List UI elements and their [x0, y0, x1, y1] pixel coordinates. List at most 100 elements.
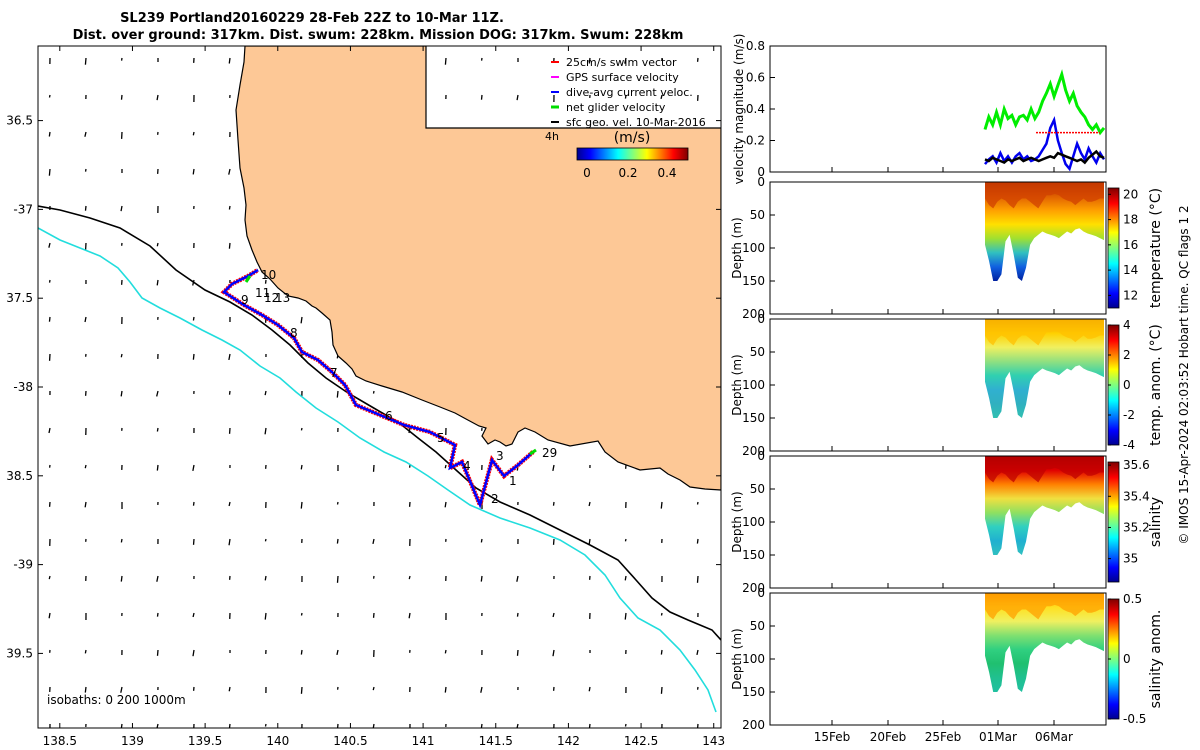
isobath-1000m: [38, 227, 717, 713]
geo-velocity-arrow: [300, 464, 303, 470]
y-tick-label: 37.5: [6, 291, 33, 305]
geo-velocity-arrow: [156, 464, 159, 471]
geo-velocity-arrow: [120, 353, 123, 358]
legend-label-swim: 25cm/s swim vector: [566, 56, 677, 69]
colorbar-tick-label: 14: [1123, 263, 1138, 277]
net-velocity-marker: [244, 275, 252, 283]
geo-velocity-arrow: [264, 612, 267, 620]
velocity-axes: [769, 45, 1107, 173]
geo-velocity-arrow: [660, 501, 663, 509]
waypoint-label: 11: [255, 286, 270, 300]
depth-ylabel: Depth (m): [730, 354, 744, 415]
colorbar-label: salinity: [1148, 497, 1164, 547]
geo-velocity-arrow: [336, 575, 339, 583]
geo-velocity-arrow: [300, 501, 303, 509]
geo-velocity-arrow: [84, 316, 87, 323]
velocity-y-label: 0.8: [746, 39, 765, 53]
geo-velocity-arrow: [192, 649, 195, 657]
velocity-y-axis: 0 0.2 0.4 0.6 0.8: [746, 39, 1055, 179]
depth-tick-label: 200: [742, 581, 765, 595]
velocity-y-label: 0.6: [746, 71, 765, 85]
geo-velocity-arrow: [480, 538, 483, 543]
depth-tick-label: 100: [742, 241, 765, 255]
geo-velocity-arrow: [588, 686, 591, 692]
geo-velocity-arrow: [588, 723, 591, 728]
geo-velocity-arrow: [228, 686, 231, 692]
geo-velocity-arrow: [264, 427, 267, 435]
geo-velocity-arrow: [444, 57, 447, 65]
colorbar-tick-label: 35.2: [1123, 520, 1150, 534]
depth-tick-label: 200: [742, 307, 765, 321]
geo-velocity-arrow: [480, 575, 483, 582]
colorbar-tick-label: 35: [1123, 552, 1138, 566]
section-panel: 0 50 100 150 200 Depth (m) 20 18 16 14 12 temperatu…: [730, 175, 1164, 321]
geo-velocity-arrow: [120, 538, 123, 543]
depth-tick-label: 50: [750, 208, 765, 222]
geo-velocity-arrow: [624, 575, 627, 581]
colorbar-units: (m/s): [614, 130, 651, 146]
legend-label-net: net glider velocity: [566, 101, 666, 114]
geo-velocity-arrow: [624, 57, 627, 64]
waypoint-label: 3: [496, 449, 504, 463]
geo-velocity-arrow: [516, 723, 519, 728]
geo-velocity-arrow: [228, 242, 231, 249]
net-velocity-marker: [529, 448, 537, 456]
x-tick-label: 140.5: [333, 734, 367, 748]
geo-velocity-arrow: [228, 57, 231, 64]
geo-velocity-arrow: [336, 390, 339, 398]
depth-tick-label: 150: [742, 548, 765, 562]
colorbar-corner-label: 4h: [545, 130, 559, 143]
x-tick-label: 142: [557, 734, 580, 748]
geo-velocity-arrow: [372, 723, 375, 728]
geo-velocity-arrow: [300, 686, 303, 694]
section-panel: 0 50 100 150 200 Depth (m) 4 2 0 -2 -4 temp. anom. …: [730, 312, 1164, 458]
time-tick-label: 06Mar: [1035, 730, 1073, 744]
depth-tick-label: 50: [750, 345, 765, 359]
depth-tick-label: 200: [742, 444, 765, 458]
geo-velocity-arrow: [84, 57, 87, 65]
x-tick-label: 140: [266, 734, 289, 748]
x-tick-label: 139.5: [188, 734, 222, 748]
geo-velocity-arrow: [516, 612, 519, 617]
geo-velocity-arrow: [588, 501, 591, 507]
colorbar-tick-2: 0.4: [657, 166, 676, 180]
geo-velocity-arrow: [552, 464, 555, 471]
waypoint-label: 6: [385, 409, 393, 423]
geo-velocity-arrow: [192, 464, 195, 471]
waypoint-label: 2: [491, 492, 499, 506]
geo-velocity-arrow: [444, 464, 447, 469]
geo-velocity-arrow: [624, 723, 627, 727]
waypoint-label: 8: [290, 326, 298, 340]
section-mixed-layer: [985, 319, 1104, 346]
waypoint-label: 1: [509, 474, 517, 488]
geo-velocity-arrow: [120, 723, 123, 728]
colorbar-tick-1: 0.2: [618, 166, 637, 180]
colorbar-tick-label: -0.5: [1123, 712, 1146, 726]
waypoint-label: 9: [241, 293, 249, 307]
geo-velocity-arrow: [156, 575, 159, 582]
geo-velocity-arrow: [120, 575, 123, 582]
colorbar-tick-label: 20: [1123, 187, 1138, 201]
geo-velocity-arrow: [228, 538, 231, 546]
geo-velocity-arrow: [48, 131, 51, 137]
geo-velocity-arrow: [156, 427, 159, 432]
title-line-2: Dist. over ground: 317km. Dist. swum: 22…: [73, 28, 684, 43]
geo-velocity-arrow: [84, 205, 87, 211]
geo-velocity-arrow: [84, 131, 87, 137]
velocity-series-line: [983, 69, 1106, 136]
geo-velocity-arrow: [624, 94, 627, 99]
geo-velocity-arrow: [48, 242, 51, 248]
geo-velocity-arrow: [408, 612, 411, 619]
geo-velocity-arrow: [696, 538, 699, 544]
geo-velocity-arrow: [192, 168, 195, 175]
geo-velocity-arrow: [84, 501, 87, 508]
geo-velocity-arrow: [228, 353, 231, 361]
glider-path: [222, 268, 534, 509]
colorbar-tick-label: 18: [1123, 213, 1138, 227]
velocity-panel: 0 0.2 0.4 0.6 0.8 velocity magnitude (m/s): [732, 34, 1107, 184]
section-colorbar: [1107, 187, 1120, 309]
velocity-series: [983, 69, 1106, 172]
time-tick-label: 25Feb: [925, 730, 962, 744]
